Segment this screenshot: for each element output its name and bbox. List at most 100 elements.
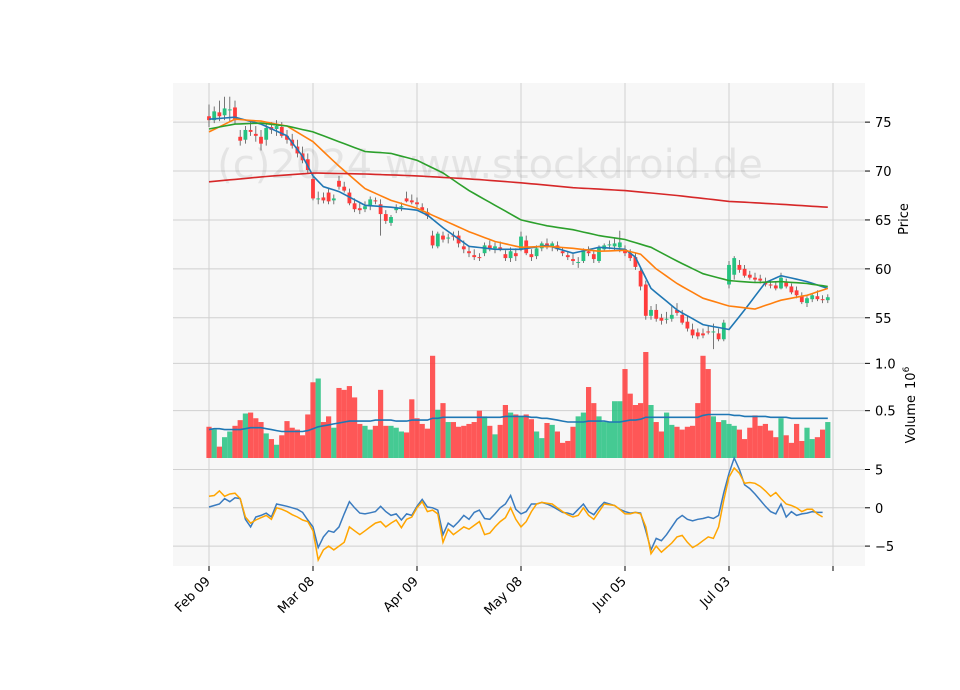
candle xyxy=(430,235,435,246)
price-tick-label: 70 xyxy=(875,165,892,180)
volume-bar xyxy=(263,433,269,458)
volume-bar xyxy=(721,420,727,458)
price-tick-label: 55 xyxy=(875,312,892,327)
candle xyxy=(768,284,773,286)
candle xyxy=(789,286,794,293)
candle xyxy=(493,246,497,249)
volume-bar xyxy=(565,440,571,458)
candle xyxy=(482,245,487,254)
volume-bar xyxy=(414,418,420,458)
candle xyxy=(222,108,227,116)
volume-bar xyxy=(274,444,280,458)
candle xyxy=(368,199,373,207)
macd-line xyxy=(208,455,823,553)
candle xyxy=(753,277,757,280)
macd-tick-label: 0 xyxy=(875,502,883,517)
volume-label-main: Volume xyxy=(904,395,919,443)
volume-bar xyxy=(357,423,363,458)
candle xyxy=(581,250,586,262)
candle xyxy=(737,264,742,270)
volume-bar xyxy=(799,440,805,458)
candle xyxy=(425,212,430,217)
volume-bar xyxy=(773,437,779,458)
candle xyxy=(758,278,763,281)
candle xyxy=(373,200,378,202)
volume-bar xyxy=(684,426,690,458)
volume-tick-label: 0.5 xyxy=(875,405,896,420)
candle xyxy=(519,236,523,250)
volume-bar xyxy=(612,401,618,458)
candle xyxy=(664,318,669,320)
x-tick-label: Apr 09 xyxy=(381,574,422,615)
price-grid xyxy=(173,83,865,352)
volume-axis-label: Volume 106 xyxy=(902,366,919,443)
volume-bar xyxy=(305,414,311,458)
candle xyxy=(415,202,419,205)
candle xyxy=(690,329,695,336)
volume-label-exp: 10 xyxy=(904,372,919,389)
volume-bar xyxy=(596,416,602,458)
candle xyxy=(565,255,570,258)
candle xyxy=(477,257,482,259)
volume-label-exp-sup: 6 xyxy=(902,366,912,372)
volume-bar xyxy=(757,425,763,458)
candle xyxy=(487,245,492,249)
candle xyxy=(727,264,731,285)
volume-bar xyxy=(450,422,456,458)
volume-bar xyxy=(669,424,675,458)
candle xyxy=(732,258,737,275)
volume-bar xyxy=(487,425,493,458)
candle xyxy=(503,254,508,259)
macd-lines xyxy=(208,455,823,563)
candle xyxy=(711,331,716,333)
volume-bar xyxy=(435,409,441,458)
volume-bar xyxy=(726,423,732,458)
candle xyxy=(274,126,279,129)
volume-bar xyxy=(466,423,472,458)
candle xyxy=(394,208,399,211)
volume-bar xyxy=(664,412,670,458)
volume-bar xyxy=(695,403,701,458)
volume-bar xyxy=(528,419,534,458)
volume-bar xyxy=(544,422,550,458)
candle xyxy=(607,244,612,246)
candle xyxy=(617,242,622,248)
volume-bar xyxy=(653,422,659,458)
candle xyxy=(649,309,653,316)
volume-bar xyxy=(268,439,274,458)
volume-bar xyxy=(248,412,254,458)
candle xyxy=(716,333,721,340)
candle xyxy=(794,290,799,296)
candle xyxy=(576,262,581,264)
x-tick-label: Jul 03 xyxy=(697,574,734,611)
candle xyxy=(461,246,466,250)
volume-bar xyxy=(570,426,576,458)
volume-bar xyxy=(341,389,347,458)
volume-bar xyxy=(461,425,467,458)
candle xyxy=(279,127,284,136)
candle xyxy=(389,217,393,223)
volume-bar xyxy=(518,416,524,458)
volume-bar xyxy=(539,438,545,458)
volume-bar xyxy=(471,422,477,458)
macd-grid xyxy=(173,458,865,566)
volume-bar xyxy=(222,437,228,458)
volume-bar xyxy=(216,446,222,458)
volume-bar xyxy=(513,414,519,458)
volume-bar xyxy=(419,423,425,458)
volume-bar xyxy=(731,425,737,458)
candle xyxy=(623,249,627,254)
candle xyxy=(238,136,243,141)
volume-bar xyxy=(310,382,316,458)
volume-bar xyxy=(627,393,633,458)
candle xyxy=(243,129,248,140)
candle xyxy=(233,107,237,121)
candle xyxy=(337,180,341,187)
volume-bars xyxy=(206,352,831,458)
candle xyxy=(628,253,633,259)
volume-bar xyxy=(679,429,685,458)
candle xyxy=(675,309,679,313)
candle xyxy=(248,129,253,132)
candle xyxy=(529,254,534,258)
candle xyxy=(326,192,331,202)
